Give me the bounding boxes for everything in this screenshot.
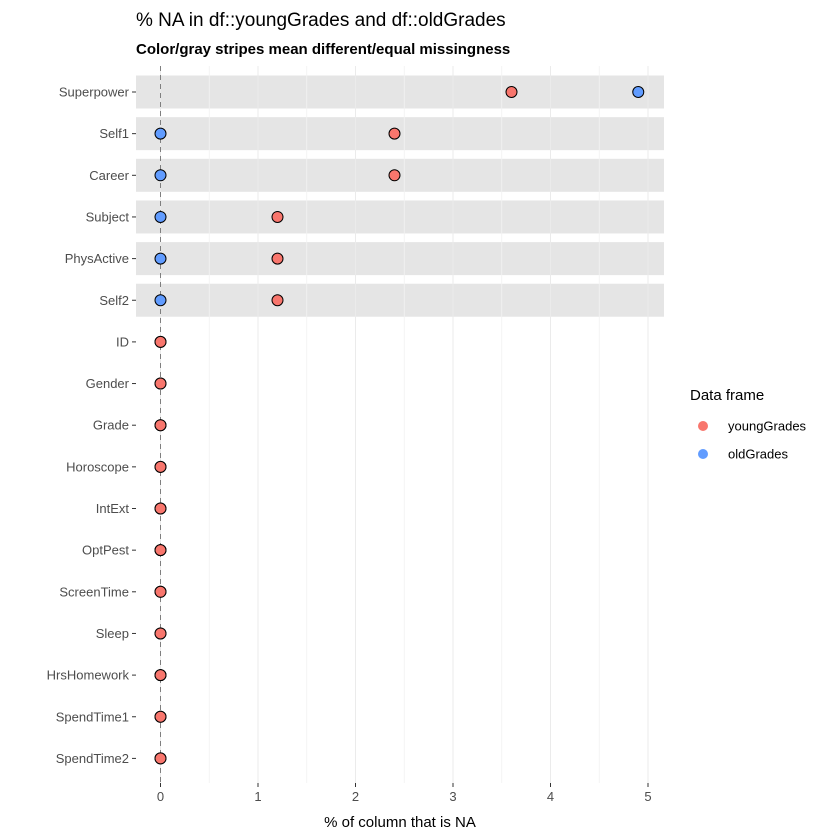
chart-subtitle: Color/gray stripes mean different/equal …	[136, 41, 510, 58]
x-tick-label: 1	[254, 789, 261, 804]
point-younggrades-screentime	[154, 585, 167, 598]
x-tick-label: 0	[157, 789, 164, 804]
legend-key-oldgrades	[698, 449, 708, 459]
y-tick-label: Subject	[86, 209, 130, 224]
y-tick-label: HrsHomework	[47, 668, 130, 683]
point-younggrades-hrshomework	[154, 669, 167, 682]
point-younggrades-spendtime1	[154, 710, 167, 723]
y-tick-label: ID	[116, 334, 129, 349]
x-tick-label: 4	[547, 789, 554, 804]
y-tick-label: Horoscope	[66, 459, 129, 474]
y-tick-label: ScreenTime	[59, 584, 129, 599]
stripe-physactive	[136, 242, 664, 276]
plot-panel: Superpower Self1 Career Subject PhysActive Se…	[47, 66, 664, 804]
point-younggrades-superpower	[505, 86, 518, 98]
y-tick-label: SpendTime1	[56, 709, 129, 724]
y-tick-label: Grade	[93, 418, 129, 433]
legend-title: Data frame	[690, 387, 764, 404]
x-axis-title: % of column that is NA	[324, 814, 476, 831]
y-tick-label: Sleep	[96, 626, 129, 641]
legend-label-younggrades: youngGrades	[728, 419, 807, 434]
point-oldgrades-self2	[154, 294, 167, 307]
point-oldgrades-physactive	[154, 252, 167, 265]
y-tick-label: IntExt	[96, 501, 130, 516]
point-oldgrades-self1	[154, 127, 167, 140]
y-tick-label: Self2	[99, 293, 129, 308]
x-tick-label: 3	[449, 789, 456, 804]
legend-label-oldgrades: oldGrades	[728, 447, 788, 462]
point-younggrades-gender	[154, 377, 167, 390]
point-younggrades-id	[154, 335, 167, 348]
point-oldgrades-subject	[154, 210, 167, 223]
point-oldgrades-superpower	[632, 86, 645, 98]
y-tick-label: Gender	[86, 376, 130, 391]
point-younggrades-optpest	[154, 544, 167, 557]
y-tick-label: Superpower	[59, 85, 130, 100]
point-younggrades-self1	[388, 127, 401, 140]
point-younggrades-career	[388, 169, 401, 182]
legend-key-younggrades	[698, 421, 708, 431]
stripe-self2	[136, 283, 664, 317]
point-younggrades-subject	[271, 210, 284, 223]
y-tick-label: Career	[89, 168, 129, 183]
point-younggrades-grade	[154, 419, 167, 432]
point-younggrades-physactive	[271, 252, 284, 265]
stripe-subject	[136, 200, 664, 234]
point-younggrades-intext	[154, 502, 167, 515]
chart-title: % NA in df::youngGrades and df::oldGrade…	[136, 10, 506, 31]
y-tick-label: SpendTime2	[56, 751, 129, 766]
point-younggrades-horoscope	[154, 460, 167, 473]
y-tick-label: OptPest	[82, 543, 129, 558]
point-younggrades-self2	[271, 294, 284, 307]
point-younggrades-spendtime2	[154, 752, 167, 765]
legend: youngGrades oldGrades	[698, 419, 807, 462]
y-tick-label: PhysActive	[65, 251, 129, 266]
x-tick-label: 2	[352, 789, 359, 804]
x-tick-label: 5	[644, 789, 651, 804]
point-younggrades-sleep	[154, 627, 167, 640]
y-tick-label: Self1	[99, 126, 129, 141]
stripe-superpower	[136, 75, 664, 109]
point-oldgrades-career	[154, 169, 167, 182]
